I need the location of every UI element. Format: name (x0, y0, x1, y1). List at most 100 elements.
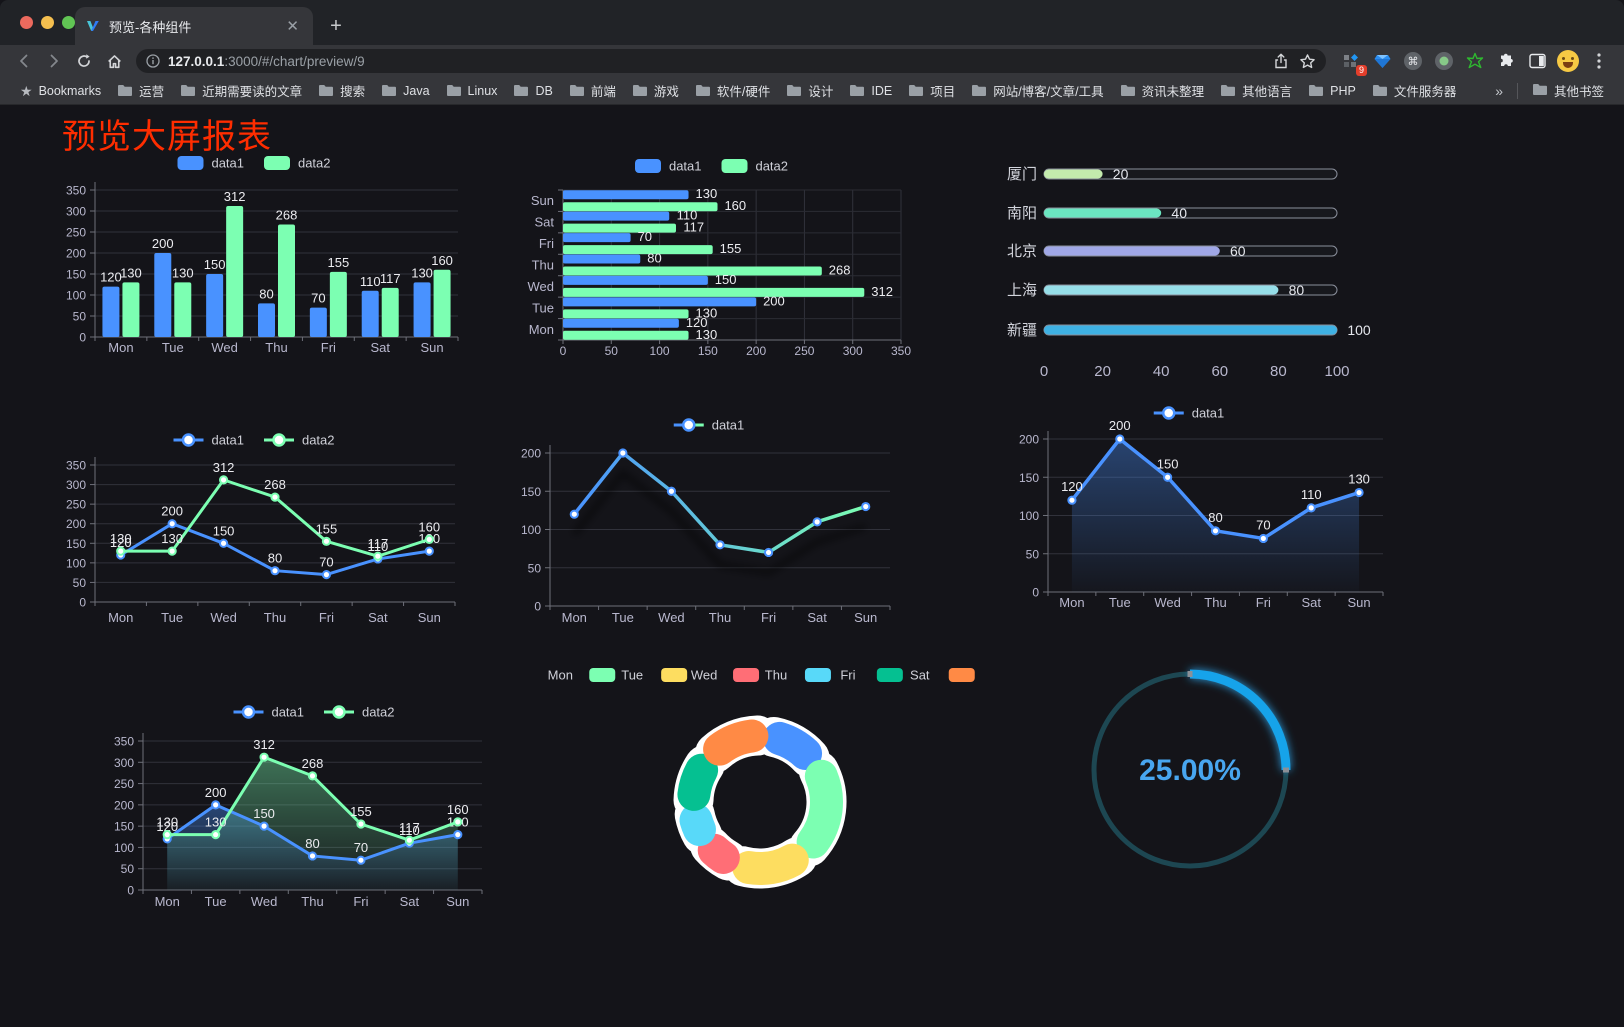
chart-svg-gauge-ring: 25.00% (1091, 669, 1291, 869)
bookmark-folder[interactable]: IDE (841, 80, 900, 102)
svg-text:data2: data2 (298, 156, 331, 171)
svg-text:Sun: Sun (531, 193, 554, 208)
svg-text:200: 200 (152, 236, 174, 251)
svg-text:350: 350 (891, 344, 911, 358)
svg-text:130: 130 (110, 531, 132, 546)
svg-text:Sat: Sat (1301, 595, 1321, 610)
gem-extension-icon[interactable] (1371, 50, 1393, 72)
svg-text:80: 80 (1270, 363, 1287, 380)
sidebar-toggle-icon[interactable] (1526, 50, 1548, 72)
bookmark-folder[interactable]: 资讯未整理 (1112, 80, 1213, 102)
svg-text:100: 100 (66, 289, 86, 303)
svg-text:150: 150 (66, 268, 86, 282)
svg-text:117: 117 (683, 220, 704, 235)
svg-text:Sun: Sun (1348, 595, 1371, 610)
recorder-extension-icon[interactable] (1433, 50, 1455, 72)
svg-text:Sat: Sat (534, 215, 554, 230)
svg-text:Sun: Sun (854, 610, 877, 625)
bookmark-folder[interactable]: 其他语言 (1212, 80, 1300, 102)
svg-text:160: 160 (431, 253, 453, 268)
chart-horizontal-bar: data1 data2 0 50 100 150 200 250 300 350 Sun 130 160… (500, 150, 925, 365)
bookmarks-root[interactable]: ★ Bookmarks (12, 80, 109, 102)
bookmark-folder[interactable]: 网站/博客/文章/工具 (963, 80, 1111, 102)
bookmark-folder[interactable]: 近期需要读的文章 (172, 80, 310, 102)
minimize-window-button[interactable] (41, 16, 54, 29)
svg-text:南阳: 南阳 (1007, 205, 1037, 222)
extension-grid-icon[interactable]: 9 (1340, 50, 1367, 76)
bookmarks-root-label: Bookmarks (38, 83, 102, 98)
svg-text:268: 268 (302, 756, 324, 771)
svg-text:200: 200 (161, 504, 183, 519)
page-info-icon[interactable] (146, 54, 160, 68)
bookmark-folder-label: Linux (467, 83, 498, 98)
svg-text:0: 0 (560, 344, 567, 358)
svg-text:155: 155 (720, 241, 742, 256)
profile-avatar[interactable] (1557, 50, 1579, 72)
svg-text:80: 80 (305, 836, 319, 851)
svg-text:60: 60 (1211, 363, 1228, 380)
svg-text:data1: data1 (211, 156, 244, 171)
chart-svg-progress-list: 厦门 20 南阳 40 北京 60 上海 80 新疆 100 0 20 40 60 80 100 (1007, 166, 1371, 380)
svg-text:50: 50 (121, 862, 135, 876)
reload-button[interactable] (70, 48, 98, 74)
tab-close-icon[interactable]: ✕ (286, 18, 299, 35)
bookmark-folder-label: 资讯未整理 (1141, 85, 1205, 99)
command-extension-icon[interactable]: ⌘ (1402, 50, 1424, 72)
bookmark-folder[interactable]: 游戏 (624, 80, 687, 102)
bookmark-folder[interactable]: 项目 (900, 80, 963, 102)
maximize-window-button[interactable] (62, 16, 75, 29)
svg-text:Tue: Tue (532, 300, 554, 315)
svg-text:0: 0 (79, 596, 86, 610)
svg-text:200: 200 (66, 247, 86, 261)
bookmark-folder-label: IDE (871, 83, 893, 98)
svg-text:Wed: Wed (251, 894, 277, 909)
back-button[interactable] (10, 48, 38, 74)
svg-text:Fri: Fri (1256, 595, 1271, 610)
svg-text:130: 130 (172, 265, 194, 280)
bookmark-folder[interactable]: DB (505, 80, 560, 102)
svg-text:100: 100 (1324, 363, 1349, 380)
chart-svg-line-area-multi: data1 data2 0 50 100 150 200 250 300 350 Mon Tue Wed… (114, 705, 483, 909)
new-tab-button[interactable]: + (330, 14, 342, 37)
svg-text:117: 117 (380, 271, 401, 286)
svg-text:⌘: ⌘ (1408, 56, 1419, 68)
svg-text:100: 100 (1019, 509, 1039, 523)
home-button[interactable] (100, 48, 128, 74)
browser-tab[interactable]: 预览-各种组件 ✕ (75, 7, 313, 45)
bookmark-folder[interactable]: PHP (1300, 80, 1364, 102)
svg-text:50: 50 (73, 576, 87, 590)
bookmarks-bar: ★ Bookmarks 运营 近期需要读的文章 搜索 Java Linux DB 前端 游戏 软… (0, 77, 1624, 105)
url-bar[interactable]: 127.0.0.1:3000/#/chart/preview/9 (136, 49, 1326, 73)
bookmark-folder[interactable]: 运营 (109, 80, 172, 102)
svg-text:150: 150 (698, 344, 718, 358)
bookmark-folder[interactable]: 软件/硬件 (687, 80, 778, 102)
bookmark-star-icon[interactable] (1299, 53, 1316, 70)
bookmark-folder[interactable]: 前端 (561, 80, 624, 102)
svg-text:Tue: Tue (161, 610, 183, 625)
chart-grouped-bar: data1 data2 0 50 100 150 200 250 300 350 Mon Tue Wed… (45, 150, 465, 365)
bookmark-folder[interactable]: 设计 (778, 80, 841, 102)
svg-text:Mon: Mon (108, 340, 133, 355)
green-star-extension-icon[interactable] (1464, 50, 1486, 72)
bookmark-folder[interactable]: Java (373, 80, 437, 102)
svg-text:Tue: Tue (1109, 595, 1131, 610)
bookmarks-overflow-chevron[interactable]: » (1495, 82, 1503, 99)
bookmarks-star-icon: ★ (20, 82, 33, 99)
svg-text:110: 110 (399, 823, 420, 838)
bookmark-folder[interactable]: 搜索 (310, 80, 373, 102)
svg-text:160: 160 (418, 519, 440, 534)
extensions-puzzle-icon[interactable] (1495, 50, 1517, 72)
browser-menu-icon[interactable] (1588, 50, 1610, 72)
close-window-button[interactable] (20, 16, 33, 29)
share-icon[interactable] (1273, 53, 1289, 70)
bookmark-folder-list: 运营 近期需要读的文章 搜索 Java Linux DB 前端 游戏 软件/硬件 设计 IDE 项目 网… (109, 80, 1464, 102)
svg-text:Tue: Tue (205, 894, 227, 909)
forward-button[interactable] (40, 48, 68, 74)
bookmark-folder[interactable]: 文件服务器 (1364, 80, 1465, 102)
svg-text:data1: data1 (669, 159, 702, 174)
svg-text:Wed: Wed (658, 610, 685, 625)
svg-text:0: 0 (1040, 363, 1048, 380)
bookmark-folder[interactable]: Linux (438, 80, 506, 102)
other-bookmarks[interactable]: 其他书签 (1524, 80, 1612, 102)
svg-text:25.00%: 25.00% (1139, 754, 1241, 787)
